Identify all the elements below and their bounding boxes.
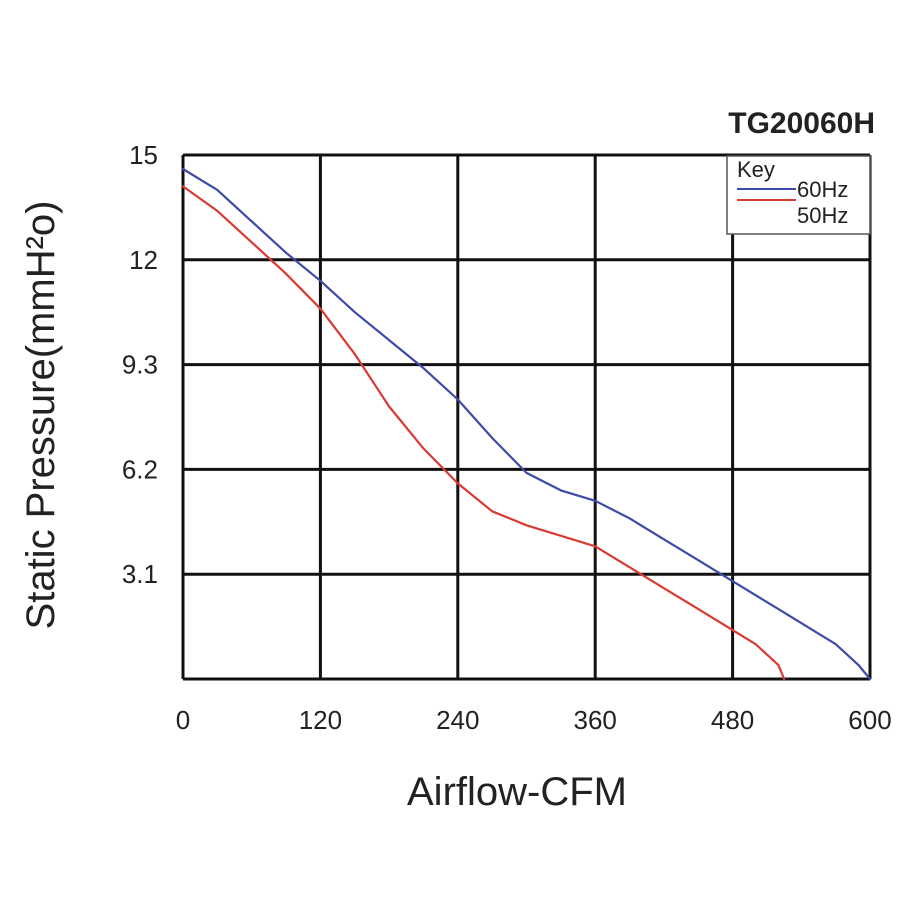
x-tick-label: 480 xyxy=(711,705,754,735)
y-tick-label: 3.1 xyxy=(122,559,158,589)
x-tick-label: 120 xyxy=(299,705,342,735)
legend-box xyxy=(726,155,871,235)
series-line-50hz xyxy=(181,185,786,681)
tick-labels: 0 120 240 360 480 600 15 12 9.3 6.2 3.1 xyxy=(122,140,892,735)
x-axis-label: Airflow-CFM xyxy=(407,770,627,814)
chart-title: TG20060H xyxy=(728,107,875,140)
x-tick-label: 360 xyxy=(574,705,617,735)
x-tick-label: 240 xyxy=(436,705,479,735)
series-lines xyxy=(181,167,872,681)
legend-label-60hz: 60Hz xyxy=(797,177,848,202)
y-tick-label: 9.3 xyxy=(122,350,158,380)
legend-label-50hz: 50Hz xyxy=(797,203,848,228)
grid xyxy=(181,153,872,681)
y-axis-label: Static Pressure(mmH²o) xyxy=(19,201,63,630)
y-tick-label: 15 xyxy=(129,140,158,170)
y-tick-label: 12 xyxy=(129,245,158,275)
series-line-60hz xyxy=(181,167,872,681)
y-tick-label: 6.2 xyxy=(122,454,158,484)
x-tick-label: 0 xyxy=(176,705,190,735)
legend: Key 60Hz 50Hz xyxy=(726,155,871,235)
x-tick-label: 600 xyxy=(848,705,891,735)
legend-title: Key xyxy=(737,157,775,182)
